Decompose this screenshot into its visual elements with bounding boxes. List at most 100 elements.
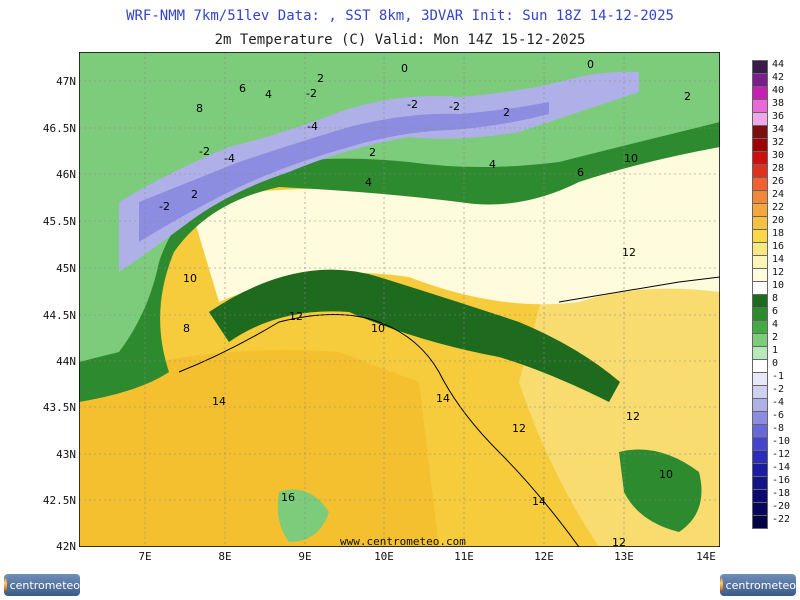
legend-swatch (752, 372, 768, 386)
legend-label: -16 (772, 475, 791, 486)
watermark-text: www.centrometeo.com (340, 535, 466, 548)
legend-swatch (752, 307, 768, 321)
contour-label: 16 (281, 491, 295, 504)
contour-label: 0 (587, 58, 594, 71)
logo-text: centrometeo (9, 578, 80, 592)
legend-label: -12 (772, 449, 791, 460)
lon-label: 11E (454, 550, 474, 563)
lon-label: 8E (218, 550, 232, 563)
legend-label: 26 (772, 176, 785, 187)
legend-swatch (752, 86, 768, 100)
contour-label: 12 (626, 410, 640, 423)
contour-label: 2 (369, 146, 376, 159)
contour-label: 0 (401, 62, 408, 75)
apennine-green-zone (209, 269, 620, 402)
legend-label: 1 (772, 345, 779, 356)
legend-label: -8 (772, 423, 785, 434)
legend-label: -14 (772, 462, 791, 473)
lat-label: 46.5N (42, 122, 76, 135)
contour-label: 4 (265, 88, 272, 101)
legend-swatch (752, 151, 768, 165)
graticule (79, 52, 720, 547)
legend-swatch (752, 99, 768, 113)
legend-swatch (752, 164, 768, 178)
lat-label: 47N (56, 75, 76, 88)
legend-label: -18 (772, 488, 791, 499)
legend-label: -20 (772, 501, 791, 512)
contour-label: 6 (577, 166, 584, 179)
legend-label: 10 (772, 280, 785, 291)
legend-swatch (752, 411, 768, 425)
legend-label: 8 (772, 293, 779, 304)
legend-swatch (752, 229, 768, 243)
legend-label: -22 (772, 514, 791, 525)
legend-label: 14 (772, 254, 785, 265)
legend-label: 6 (772, 306, 779, 317)
contour-label: 8 (196, 102, 203, 115)
alpine-colder-zone (139, 102, 549, 242)
legend-swatch (752, 489, 768, 503)
contour-label: 10 (371, 322, 385, 335)
lon-label: 7E (138, 550, 152, 563)
light-green-zone (79, 52, 720, 362)
legend-label: 42 (772, 72, 785, 83)
adriatic-coastline (558, 276, 720, 303)
corsica-green-patch (277, 489, 329, 542)
legend-swatch (752, 515, 768, 529)
contour-label: 10 (659, 468, 673, 481)
legend-label: 0 (772, 358, 779, 369)
lon-label: 13E (614, 550, 634, 563)
legend-swatch (752, 333, 768, 347)
legend-label: -2 (772, 384, 785, 395)
contour-label: 2 (684, 90, 691, 103)
legend-swatch (752, 476, 768, 490)
legend-swatch (752, 268, 768, 282)
contour-label: 2 (503, 106, 510, 119)
legend-swatch (752, 281, 768, 295)
contour-label: -4 (224, 152, 235, 165)
contour-label: 6 (239, 82, 246, 95)
header-title-line2: 2m Temperature (C) Valid: Mon 14Z 15-12-… (214, 32, 586, 48)
contour-label: 8 (183, 322, 190, 335)
legend-label: 30 (772, 150, 785, 161)
lat-label: 42N (56, 540, 76, 553)
legend-label: -6 (772, 410, 785, 421)
legend-swatch (752, 385, 768, 399)
legend-swatch (752, 125, 768, 139)
legend-swatch (752, 359, 768, 373)
legend-label: 28 (772, 163, 785, 174)
legend-label: 2 (772, 332, 779, 343)
contour-label: -2 (407, 98, 418, 111)
lon-label: 12E (534, 550, 554, 563)
contour-label: 2 (191, 188, 198, 201)
lat-label: 42.5N (42, 494, 76, 507)
contour-label: 2 (317, 72, 324, 85)
contour-label: 12 (289, 310, 303, 323)
legend-label: 18 (772, 228, 785, 239)
lat-label: 45.5N (42, 215, 76, 228)
legend-swatch (752, 190, 768, 204)
contour-label: -4 (307, 120, 318, 133)
legend-swatch (752, 242, 768, 256)
lon-label: 14E (696, 550, 716, 563)
contour-label: 14 (436, 392, 450, 405)
legend-swatch (752, 203, 768, 217)
legend-label: 12 (772, 267, 785, 278)
legend-swatch (752, 398, 768, 412)
legend-swatch (752, 177, 768, 191)
lat-label: 46N (56, 168, 76, 181)
legend-swatch (752, 320, 768, 334)
contour-label: 14 (532, 495, 546, 508)
legend-label: -1 (772, 371, 785, 382)
contour-label: 12 (612, 536, 626, 547)
lon-label: 10E (374, 550, 394, 563)
legend-label: 20 (772, 215, 785, 226)
legend-swatch (752, 502, 768, 516)
legend-swatch (752, 60, 768, 74)
lat-label: 43.5N (42, 401, 76, 414)
legend-swatch (752, 463, 768, 477)
contour-label: 12 (512, 422, 526, 435)
contour-label: 12 (622, 246, 636, 259)
legend-swatch (752, 255, 768, 269)
legend-label: 32 (772, 137, 785, 148)
